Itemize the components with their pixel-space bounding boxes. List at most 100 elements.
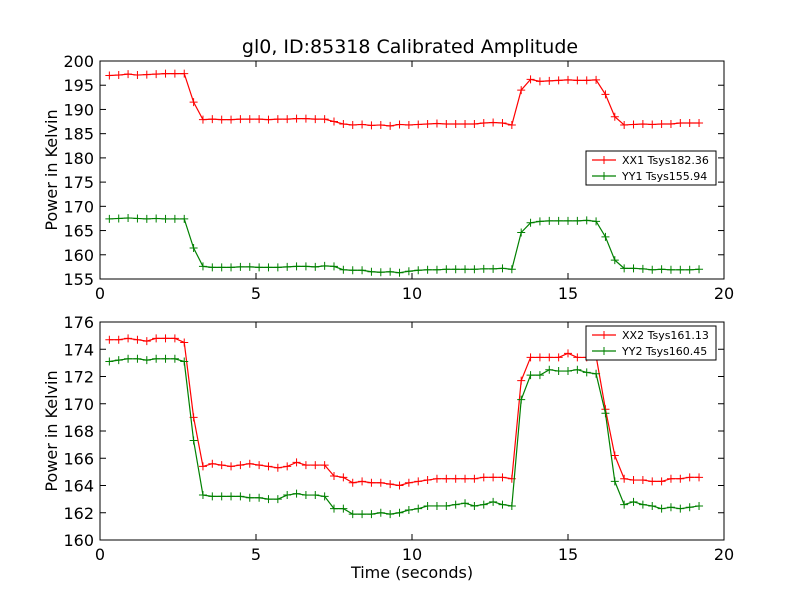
top-series-1-point — [592, 75, 601, 84]
bottom-legend-marker-1 — [600, 331, 608, 339]
bottom-series-2-point — [666, 503, 675, 512]
bottom-series-2-point — [217, 492, 226, 501]
bottom-series-2-point — [292, 489, 301, 498]
top-series-1-point — [189, 98, 198, 107]
top-series-1-point — [311, 115, 320, 124]
bottom-series-1-point — [489, 473, 498, 482]
bottom-series-2-point — [610, 477, 619, 486]
top-series-2-point — [648, 265, 657, 274]
top-series-2-point — [189, 243, 198, 252]
bottom-series-1-point — [142, 337, 151, 346]
bottom-series-1-point — [554, 353, 563, 362]
bottom-series-2-point — [573, 365, 582, 374]
top-series-2-point — [470, 265, 479, 274]
top-series-1-point — [376, 120, 385, 129]
top-legend-label-1: XX1 Tsys182.36 — [622, 154, 709, 167]
bottom-series-1-point — [367, 478, 376, 487]
top-series-2-point — [161, 214, 170, 223]
bottom-series-2-point — [535, 371, 544, 380]
bottom-series-2-point — [554, 367, 563, 376]
top-series-1-point — [545, 76, 554, 85]
bottom-legend-label-2: YY2 Tsys160.45 — [621, 345, 707, 358]
top-series-2-point — [170, 214, 179, 223]
top-series-2-point — [517, 228, 526, 237]
bottom-series-2-point — [320, 492, 329, 501]
bottom-series-2-point — [648, 501, 657, 510]
bottom-series-1-point — [330, 471, 338, 480]
bottom-series-2-point — [161, 354, 170, 363]
top-series-2-point — [376, 268, 385, 277]
top-series-1-point — [676, 119, 685, 128]
bottom-series-1-point — [526, 353, 535, 362]
bottom-series-2-point — [133, 354, 142, 363]
bottom-series-2-point — [423, 501, 432, 510]
top-ytick-label: 165 — [63, 222, 94, 241]
top-series-1-point — [301, 114, 310, 123]
top-series-2-point — [620, 264, 629, 273]
bottom-legend-label-1: XX2 Tsys161.13 — [622, 329, 709, 342]
top-series-1-point — [601, 90, 610, 99]
bottom-panel: 0 5 10 15 20 160 162 164 166 168 170 172 174 176 Power… — [42, 313, 734, 582]
bottom-series-2-point — [564, 367, 572, 376]
top-series-2-point — [685, 265, 694, 274]
top-series-2-point — [114, 214, 123, 223]
top-series-1-point — [432, 119, 441, 128]
top-xtick-label: 20 — [714, 284, 734, 303]
bottom-series-1-point — [461, 474, 470, 483]
top-series-1-point — [273, 115, 282, 124]
bottom-series-1-point — [620, 474, 629, 483]
bottom-series-1-point — [311, 461, 320, 470]
bottom-series-2-point — [358, 510, 367, 519]
bottom-series-2-point — [105, 357, 114, 366]
top-series-1-point — [198, 115, 207, 124]
top-series-2-point — [461, 265, 470, 274]
bottom-series-1-point — [152, 334, 161, 343]
bottom-series-1-point — [666, 474, 675, 483]
top-series-2-point — [695, 265, 704, 274]
bottom-xlabel: Time (seconds) — [350, 563, 473, 582]
bottom-series-1-point — [423, 476, 432, 485]
bottom-series-1-point — [292, 458, 301, 467]
bottom-series-2-point — [273, 495, 282, 504]
top-series-1-point — [526, 75, 535, 84]
top-ytick-label: 190 — [63, 100, 94, 119]
top-series-2-point — [330, 262, 338, 271]
bottom-series-2-point — [330, 504, 338, 513]
top-series-1-point — [133, 71, 142, 80]
top-series-1-point — [367, 121, 376, 130]
bottom-xtick-label: 10 — [402, 545, 422, 564]
bottom-series-1-point — [208, 459, 217, 468]
top-series-1-point — [161, 69, 170, 78]
bottom-xtick-label: 0 — [95, 545, 105, 564]
top-series-2-point — [395, 268, 404, 277]
bottom-series-2-point — [152, 354, 161, 363]
bottom-series-2-point — [657, 504, 666, 513]
bottom-series-1-point — [283, 462, 292, 471]
bottom-ylabel: Power in Kelvin — [42, 370, 61, 491]
bottom-series-2-point — [245, 493, 254, 502]
bottom-series-1-point — [517, 376, 526, 385]
top-series-1-point — [414, 120, 423, 129]
top-series-1-point — [339, 119, 348, 128]
top-series-1-point — [348, 120, 357, 129]
bottom-series-1-point — [170, 334, 179, 343]
top-series-2-point — [432, 265, 441, 274]
top-series-2-point — [217, 263, 226, 272]
top-series-2-point — [198, 262, 207, 271]
top-series-2-point — [498, 264, 507, 273]
bottom-series-2-point — [601, 409, 610, 418]
top-series-2-point — [451, 265, 460, 274]
bottom-series-1-point — [564, 349, 572, 358]
bottom-series-2-point — [451, 500, 460, 509]
top-series-1-point — [638, 119, 647, 128]
bottom-ytick-label: 166 — [63, 449, 94, 468]
bottom-series-2-point — [489, 497, 498, 506]
top-series-2-point — [133, 214, 142, 223]
top-series-1-point — [685, 119, 694, 128]
top-xtick-label: 10 — [402, 284, 422, 303]
bottom-series-1-point — [217, 461, 226, 470]
bottom-series-2-point — [629, 497, 638, 506]
bottom-series-1-point — [451, 474, 460, 483]
bottom-series-2-point — [376, 508, 385, 517]
